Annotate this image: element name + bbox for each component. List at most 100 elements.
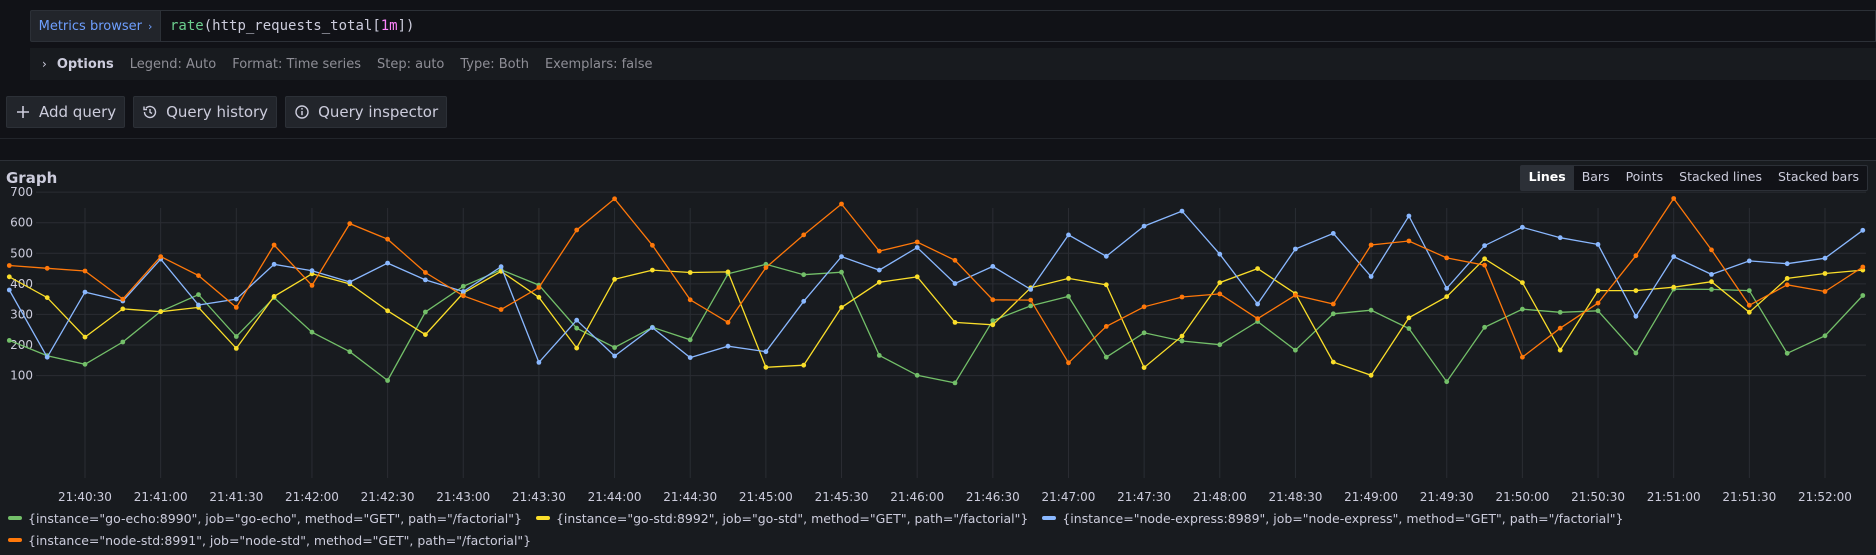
legend-swatch: [8, 538, 22, 542]
legend-item[interactable]: {instance="node-std:8991", job="node-std…: [8, 533, 531, 548]
series-point: [347, 221, 353, 227]
series-point: [1482, 324, 1487, 330]
series-point: [952, 380, 958, 386]
series-point: [1406, 326, 1412, 331]
legend-item[interactable]: {instance="go-std:8992", job="go-std", m…: [535, 510, 1029, 526]
view-mode-lines[interactable]: Lines: [1520, 166, 1574, 190]
series-line-1: [8, 257, 1863, 377]
series-point: [6, 274, 12, 280]
series-point: [1822, 333, 1828, 339]
series-point: [1141, 330, 1147, 336]
series-point: [1671, 284, 1677, 290]
x-tick-label: 21:44:30: [663, 490, 717, 504]
series-point: [120, 296, 126, 302]
series-point: [309, 329, 315, 335]
legend-item[interactable]: {instance="go-echo:8990", job="go-echo",…: [8, 511, 522, 526]
query-options-bar[interactable]: › Options Legend: Auto Format: Time seri…: [30, 48, 1876, 80]
series-point: [763, 349, 769, 355]
x-tick-label: 21:41:00: [134, 490, 188, 504]
series-point: [1406, 238, 1412, 244]
view-mode-points[interactable]: Points: [1625, 169, 1664, 184]
query-range: 1m: [380, 18, 398, 34]
series-point: [1444, 294, 1450, 300]
series-point: [1633, 350, 1639, 356]
series-point: [725, 320, 731, 325]
view-mode-stacked-bars[interactable]: Stacked bars: [1777, 169, 1859, 184]
graph-title: Graph: [6, 169, 58, 187]
series-point: [1255, 301, 1260, 307]
series-point: [82, 334, 88, 340]
series-point: [801, 362, 807, 368]
x-tick-label: 21:49:30: [1420, 490, 1474, 504]
x-tick-label: 21:42:00: [285, 490, 339, 504]
legend-row: {instance="go-echo:8990", job="go-echo",…: [8, 507, 1876, 529]
series-point: [536, 360, 542, 365]
series-point: [1066, 276, 1071, 281]
metrics-browser-button[interactable]: Metrics browser ›: [30, 10, 160, 42]
x-tick-label: 21:45:30: [815, 490, 869, 504]
series-point: [1179, 333, 1185, 339]
series-point: [876, 267, 882, 273]
metrics-browser-label: Metrics browser: [38, 18, 142, 34]
series-point: [1784, 282, 1790, 288]
series-point: [876, 353, 882, 358]
series-point: [574, 325, 580, 331]
options-label[interactable]: Options: [56, 56, 114, 72]
series-point: [1066, 232, 1071, 238]
series-point: [1671, 196, 1677, 201]
view-mode-stacked-lines[interactable]: Stacked lines: [1679, 169, 1762, 184]
info-circle-icon: [295, 105, 309, 119]
view-mode-bars[interactable]: Bars: [1581, 169, 1610, 184]
series-point: [498, 264, 504, 270]
x-tick-label: 21:45:00: [739, 490, 793, 504]
x-tick-label: 21:46:00: [890, 490, 944, 504]
query-input[interactable]: rate(http_requests_total[1m]): [160, 10, 1876, 42]
query-inspector-button[interactable]: Query inspector: [285, 96, 448, 128]
series-point: [687, 337, 693, 343]
series-point: [82, 268, 88, 274]
query-history-label: Query history: [166, 103, 269, 121]
series-point: [44, 354, 50, 360]
add-query-button[interactable]: Add query: [6, 96, 126, 128]
chevron-right-icon[interactable]: ›: [42, 57, 47, 71]
divider: [0, 138, 1876, 139]
graph-view-switcher: Lines Bars Points Stacked lines Stacked bars: [1519, 165, 1868, 191]
series-point: [1784, 276, 1790, 281]
history-icon: [143, 105, 157, 119]
y-tick-label: 300: [10, 307, 33, 321]
query-history-button[interactable]: Query history: [133, 96, 278, 128]
series-point: [1217, 280, 1223, 285]
series-point: [1444, 255, 1450, 261]
series-point: [120, 306, 126, 312]
series-point: [1709, 287, 1714, 292]
series-point: [1671, 254, 1677, 259]
legend-swatch: [1042, 516, 1057, 520]
series-point: [385, 378, 390, 383]
series-point: [271, 261, 277, 267]
series-point: [44, 265, 50, 271]
y-tick-label: 100: [10, 369, 33, 383]
series-point: [952, 320, 958, 325]
series-point: [196, 273, 201, 278]
series-point: [1822, 255, 1828, 261]
legend-item[interactable]: {instance="node-express:8989", job="node…: [1042, 511, 1624, 526]
series-point: [914, 239, 920, 245]
series-point: [1179, 208, 1185, 214]
series-point: [460, 283, 466, 289]
series-point: [650, 267, 655, 273]
series-point: [1557, 235, 1563, 241]
series-point: [233, 334, 239, 339]
series-point: [1217, 342, 1223, 348]
series-point: [1103, 354, 1109, 360]
series-point: [1860, 264, 1866, 270]
x-tick-label: 21:44:00: [588, 490, 642, 504]
series-point: [574, 317, 580, 323]
series-point: [1141, 223, 1147, 229]
series-point: [1444, 379, 1450, 385]
series-point: [1066, 294, 1071, 299]
series-point: [990, 322, 996, 328]
series-point: [1217, 291, 1223, 297]
legend-label: {instance="go-std:8992", job="go-std", m…: [555, 510, 1029, 526]
x-tick-label: 21:51:30: [1722, 490, 1776, 504]
